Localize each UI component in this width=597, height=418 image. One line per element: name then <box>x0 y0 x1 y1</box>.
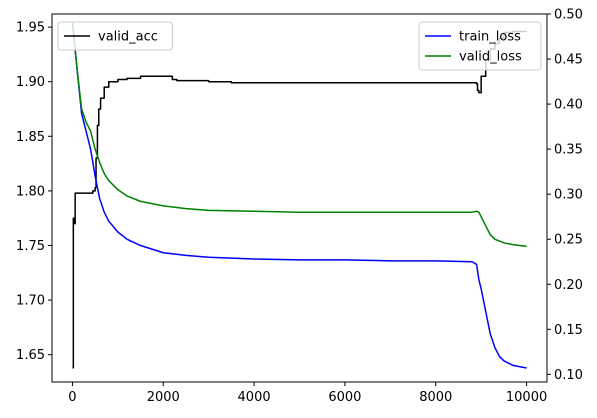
y-right-tick-label: 0.15 <box>554 323 583 338</box>
legend-box <box>57 21 173 51</box>
y-right-tick-label: 0.50 <box>554 8 583 23</box>
x-tick-label: 8000 <box>419 390 452 405</box>
legend-label-valid-loss: valid_loss <box>459 50 522 65</box>
x-tick-label: 6000 <box>328 390 361 405</box>
y-right-tick-label: 0.45 <box>554 53 583 68</box>
legend-upper-left: valid_acc <box>57 21 173 51</box>
axes-layer: 0 2000 4000 6000 8000 10000 1.65 1.70 1.75 1.80 1.… <box>16 8 583 406</box>
y-right-tick-label: 0.40 <box>554 98 583 113</box>
legend-label-valid-acc: valid_acc <box>98 30 158 45</box>
series-line-valid-loss <box>71 22 527 248</box>
y-left-tick-label: 1.80 <box>16 184 45 199</box>
legend-upper-right: train_loss valid_loss <box>418 21 542 71</box>
y-right-tick-label: 0.30 <box>554 188 583 203</box>
y-left-tick-label: 1.75 <box>16 239 45 254</box>
x-tick-label: 10000 <box>506 390 547 405</box>
y-left-tick-label: 1.65 <box>16 348 45 363</box>
y-left-tick-label: 1.85 <box>16 130 45 145</box>
legend-box <box>418 21 542 71</box>
y-right-tick-label: 0.10 <box>554 368 583 383</box>
y-right-tick-label: 0.20 <box>554 278 583 293</box>
x-tick-label: 4000 <box>238 390 271 405</box>
y-right-tick-label: 0.25 <box>554 233 583 248</box>
y-left-tick-label: 1.90 <box>16 75 45 90</box>
legend-layer: valid_acc train_loss valid_loss <box>57 21 542 71</box>
y-left-tick-label: 1.95 <box>16 21 45 36</box>
series-line-train-loss <box>71 22 527 369</box>
plot-frame <box>51 13 548 383</box>
x-tick-label: 2000 <box>147 390 180 405</box>
x-tick-label: 0 <box>68 390 76 405</box>
y-right-tick-label: 0.35 <box>554 143 583 158</box>
y-left-tick-label: 1.70 <box>16 294 45 309</box>
legend-label-train-loss: train_loss <box>459 30 521 45</box>
